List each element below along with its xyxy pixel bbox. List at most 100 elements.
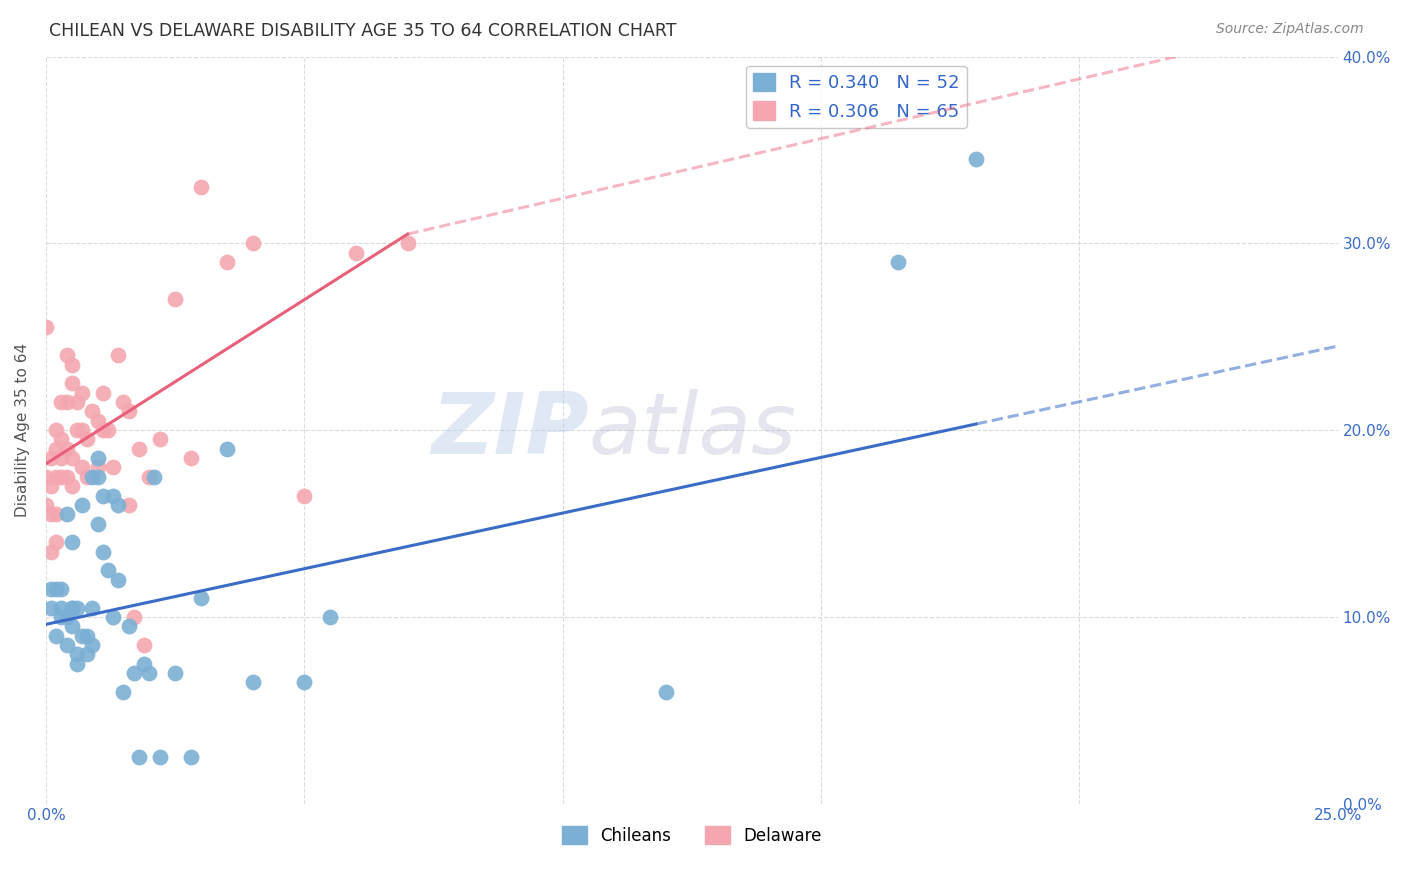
Point	[86, 470, 108, 484]
Point	[86, 516, 108, 531]
Point	[180, 451, 202, 466]
Point	[190, 591, 212, 606]
Point	[55, 507, 77, 521]
Point	[292, 489, 315, 503]
Text: ZIP: ZIP	[430, 389, 589, 472]
Point	[45, 582, 67, 596]
Point	[101, 610, 124, 624]
Point	[128, 442, 150, 456]
Point	[55, 638, 77, 652]
Point	[138, 470, 160, 484]
Point	[86, 451, 108, 466]
Point	[319, 610, 342, 624]
Point	[76, 647, 98, 661]
Point	[55, 348, 77, 362]
Point	[122, 665, 145, 680]
Point	[82, 638, 104, 652]
Point	[91, 385, 114, 400]
Point	[39, 479, 62, 493]
Point	[107, 348, 129, 362]
Point	[97, 563, 120, 577]
Point	[51, 395, 73, 409]
Point	[60, 619, 83, 633]
Point	[55, 395, 77, 409]
Point	[39, 507, 62, 521]
Point	[66, 647, 89, 661]
Point	[242, 236, 264, 251]
Point	[82, 404, 104, 418]
Text: Source: ZipAtlas.com: Source: ZipAtlas.com	[1216, 22, 1364, 37]
Point	[35, 498, 58, 512]
Point	[134, 638, 156, 652]
Point	[60, 451, 83, 466]
Point	[134, 657, 156, 671]
Point	[55, 442, 77, 456]
Point	[91, 489, 114, 503]
Point	[45, 470, 67, 484]
Point	[60, 376, 83, 391]
Point	[76, 470, 98, 484]
Point	[344, 245, 367, 260]
Point	[101, 489, 124, 503]
Point	[66, 600, 89, 615]
Point	[965, 153, 987, 167]
Point	[70, 423, 93, 437]
Point	[45, 442, 67, 456]
Text: atlas: atlas	[589, 389, 796, 472]
Point	[70, 498, 93, 512]
Point	[39, 582, 62, 596]
Point	[51, 433, 73, 447]
Point	[165, 293, 187, 307]
Point	[70, 385, 93, 400]
Point	[91, 544, 114, 558]
Point	[86, 460, 108, 475]
Point	[655, 684, 678, 698]
Point	[70, 629, 93, 643]
Point	[112, 684, 135, 698]
Point	[39, 544, 62, 558]
Point	[215, 442, 238, 456]
Text: CHILEAN VS DELAWARE DISABILITY AGE 35 TO 64 CORRELATION CHART: CHILEAN VS DELAWARE DISABILITY AGE 35 TO…	[49, 22, 676, 40]
Point	[66, 423, 89, 437]
Point	[60, 600, 83, 615]
Point	[35, 470, 58, 484]
Point	[101, 460, 124, 475]
Point	[215, 255, 238, 269]
Point	[180, 750, 202, 764]
Point	[45, 629, 67, 643]
Point	[396, 236, 419, 251]
Point	[39, 600, 62, 615]
Point	[82, 470, 104, 484]
Point	[128, 750, 150, 764]
Point	[117, 498, 139, 512]
Point	[60, 535, 83, 549]
Point	[55, 470, 77, 484]
Point	[149, 750, 172, 764]
Point	[66, 395, 89, 409]
Point	[97, 423, 120, 437]
Point	[51, 610, 73, 624]
Point	[51, 582, 73, 596]
Point	[70, 460, 93, 475]
Point	[55, 610, 77, 624]
Point	[91, 423, 114, 437]
Legend: R = 0.340   N = 52, R = 0.306   N = 65: R = 0.340 N = 52, R = 0.306 N = 65	[747, 66, 967, 128]
Point	[51, 600, 73, 615]
Point	[138, 665, 160, 680]
Point	[242, 675, 264, 690]
Point	[60, 600, 83, 615]
Point	[86, 414, 108, 428]
Point	[76, 433, 98, 447]
Point	[60, 358, 83, 372]
Point	[39, 451, 62, 466]
Point	[66, 657, 89, 671]
Y-axis label: Disability Age 35 to 64: Disability Age 35 to 64	[15, 343, 30, 517]
Point	[82, 600, 104, 615]
Point	[107, 498, 129, 512]
Point	[45, 535, 67, 549]
Point	[51, 451, 73, 466]
Point	[165, 665, 187, 680]
Point	[107, 573, 129, 587]
Point	[60, 479, 83, 493]
Point	[35, 320, 58, 334]
